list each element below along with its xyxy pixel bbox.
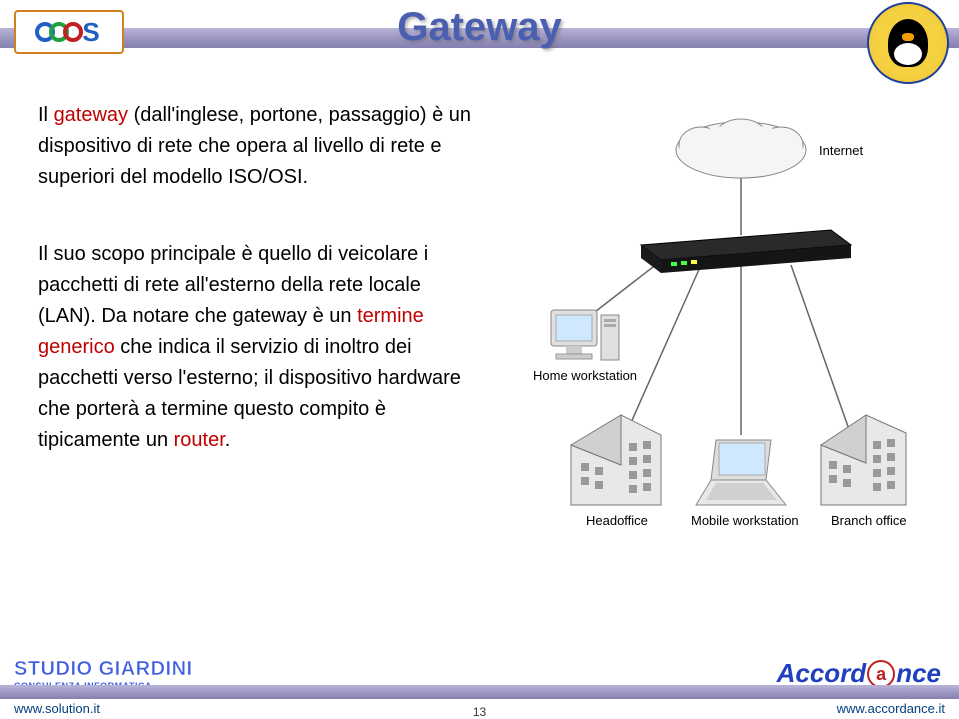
internet-cloud bbox=[676, 119, 806, 178]
highlight-router: router bbox=[174, 429, 225, 451]
mobile-label: Mobile workstation bbox=[691, 513, 799, 528]
body-text: Il gateway (dall'inglese, portone, passa… bbox=[38, 100, 478, 456]
gateway-device bbox=[641, 230, 851, 273]
ccos-logo: S bbox=[14, 10, 124, 54]
page-number: 13 bbox=[0, 705, 959, 719]
highlight-gateway: gateway bbox=[54, 104, 129, 126]
page-title: Gateway bbox=[0, 5, 959, 50]
gnulug-logo bbox=[867, 2, 949, 84]
branch-office bbox=[821, 415, 906, 505]
headoffice-label: Headoffice bbox=[586, 513, 648, 528]
paragraph-1: Il gateway (dall'inglese, portone, passa… bbox=[38, 100, 478, 193]
home-workstation bbox=[551, 310, 619, 360]
branch-label: Branch office bbox=[831, 513, 907, 528]
footer-bar bbox=[0, 685, 959, 699]
paragraph-2: Il suo scopo principale è quello di veic… bbox=[38, 239, 478, 456]
mobile-workstation bbox=[696, 440, 786, 505]
home-label: Home workstation bbox=[533, 368, 637, 383]
network-diagram: Internet Home workstation bbox=[511, 105, 931, 545]
headoffice bbox=[571, 415, 661, 505]
internet-label: Internet bbox=[819, 143, 863, 158]
